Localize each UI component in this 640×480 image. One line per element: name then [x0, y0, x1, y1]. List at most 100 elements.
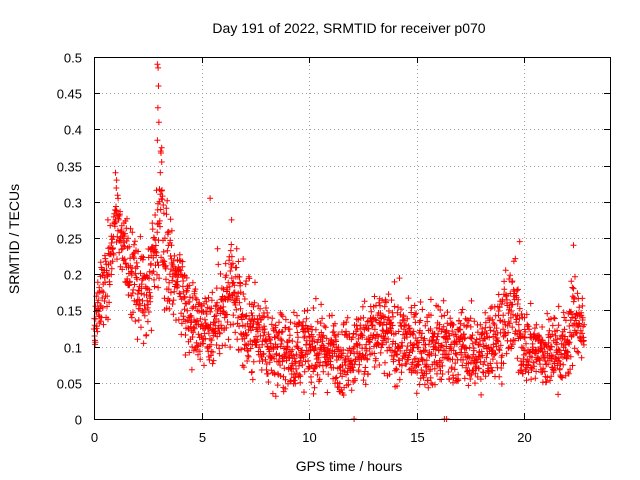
data-point	[134, 276, 140, 283]
data-point	[451, 366, 458, 373]
data-point	[440, 323, 447, 330]
y-tick-label: 0.35	[57, 160, 82, 175]
data-point	[523, 340, 529, 347]
data-point	[155, 284, 162, 291]
data-point	[522, 368, 529, 375]
data-point	[396, 376, 403, 383]
data-point	[422, 347, 429, 354]
data-point	[463, 345, 470, 352]
data-point	[345, 381, 352, 388]
data-point	[493, 325, 500, 332]
data-point	[155, 83, 162, 89]
data-point	[564, 349, 571, 356]
data-point	[496, 346, 502, 353]
data-point	[521, 347, 528, 354]
data-point	[434, 370, 440, 377]
data-point	[368, 308, 375, 315]
data-point	[224, 319, 231, 325]
data-point	[362, 381, 369, 388]
data-point	[209, 349, 216, 355]
data-point	[404, 334, 410, 341]
data-point	[570, 285, 577, 292]
data-point	[399, 316, 406, 323]
data-point	[390, 313, 396, 320]
data-point	[452, 350, 459, 357]
data-point	[296, 371, 303, 378]
data-point	[436, 321, 443, 328]
data-point	[143, 292, 150, 298]
data-point	[181, 306, 188, 313]
data-point	[444, 355, 450, 362]
data-point	[383, 339, 390, 346]
data-point	[416, 339, 422, 346]
data-point	[312, 326, 319, 333]
data-point	[113, 203, 119, 210]
data-point	[403, 360, 410, 367]
data-point	[160, 202, 167, 208]
data-point	[228, 275, 235, 282]
data-point	[460, 356, 467, 363]
data-point	[324, 389, 331, 396]
data-point	[458, 351, 465, 358]
data-point	[257, 305, 264, 312]
data-point	[335, 344, 342, 351]
data-point	[144, 297, 151, 304]
data-point	[323, 335, 330, 342]
data-point	[178, 320, 185, 327]
data-point	[220, 286, 227, 293]
data-point	[293, 351, 300, 358]
data-point	[276, 352, 283, 359]
data-point	[398, 369, 405, 376]
data-point	[574, 348, 581, 355]
data-point	[487, 360, 494, 367]
data-point	[237, 280, 244, 287]
data-point	[528, 376, 535, 383]
data-point	[404, 343, 411, 350]
data-point	[165, 286, 172, 293]
data-point	[523, 311, 530, 318]
data-point	[489, 356, 496, 363]
data-point	[480, 369, 487, 376]
data-point	[311, 338, 318, 345]
data-point	[145, 309, 152, 315]
data-point	[403, 321, 410, 328]
data-point	[433, 336, 440, 343]
data-point	[201, 362, 207, 369]
data-point	[558, 374, 565, 381]
data-point	[154, 229, 161, 236]
y-tick-label: 0.2	[64, 268, 82, 283]
data-point	[374, 340, 381, 347]
data-point	[559, 374, 566, 381]
data-point	[562, 372, 569, 379]
data-point	[232, 329, 239, 336]
data-point	[226, 283, 233, 290]
data-point	[308, 379, 315, 386]
data-point	[102, 279, 109, 286]
data-point	[168, 242, 175, 249]
data-point	[483, 330, 490, 337]
data-point	[134, 291, 141, 297]
data-point	[131, 255, 138, 262]
data-point	[575, 349, 582, 356]
data-point	[150, 268, 157, 275]
data-point	[539, 324, 546, 330]
data-point	[220, 303, 227, 310]
data-point	[385, 336, 392, 342]
data-point	[435, 303, 442, 310]
data-point	[395, 328, 402, 335]
data-point	[432, 381, 438, 388]
data-point	[277, 373, 284, 379]
data-point	[377, 349, 384, 356]
data-point	[167, 237, 174, 244]
data-point	[417, 317, 424, 324]
data-point	[362, 322, 369, 329]
data-point	[114, 227, 121, 234]
data-point	[292, 358, 299, 365]
data-point	[282, 316, 289, 323]
data-point	[465, 382, 472, 389]
data-point	[362, 352, 369, 359]
data-point	[381, 335, 388, 342]
data-point	[146, 275, 152, 282]
data-point	[510, 311, 516, 318]
data-point	[137, 233, 144, 240]
